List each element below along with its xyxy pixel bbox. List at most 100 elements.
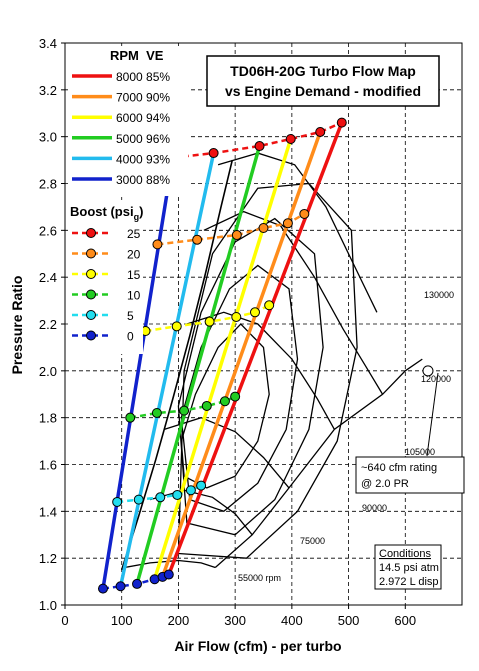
marker-boost-0-3: [132, 578, 143, 589]
x-tick-label-100: 100: [111, 613, 133, 628]
marker-boost-0-6: [163, 569, 174, 580]
boost-legend-header-close: ): [139, 204, 143, 219]
marker-boost-10-5: [219, 396, 230, 407]
marker-boost-0-2: [115, 581, 126, 592]
surge-line: [120, 159, 234, 571]
marker-boost-15-6: [264, 300, 275, 311]
rpm-legend: RPM VE 8000 85% 7000 90% 6000 94% 5000 96% 4…: [68, 46, 188, 196]
conditions-box: [374, 544, 442, 590]
rating-box: [355, 456, 465, 494]
rpm-legend-label-6000: 6000 94%: [116, 111, 170, 125]
axis-ticks: 0 100 200 300 400 500 6001.01.21.41.61.82.02.2…: [39, 36, 416, 628]
x-tick-label-600: 600: [394, 613, 416, 628]
data-markers: [97, 117, 347, 594]
boost-legend-background: [68, 200, 143, 354]
y-tick-label-2-0: 2.0: [39, 364, 57, 379]
y-tick-label-2-6: 2.6: [39, 223, 57, 238]
efficiency-island-2: [180, 264, 299, 513]
marker-boost-5-4: [172, 489, 183, 500]
boost-legend-marker-10: [86, 289, 96, 300]
marker-boost-20-1: [152, 239, 163, 250]
y-tick-label-1-0: 1.0: [39, 598, 57, 613]
marker-boost-25-4: [285, 134, 296, 145]
marker-boost-25-6: [336, 117, 347, 128]
speed-label-55000: 55000 rpm: [238, 573, 281, 583]
y-tick-label-2-4: 2.4: [39, 270, 57, 285]
speed-label-130000: 130000: [424, 290, 454, 300]
boost-legend-label-5: 5: [127, 309, 134, 323]
x-tick-label-200: 200: [168, 613, 190, 628]
conditions-title: Conditions: [379, 548, 431, 560]
boost-legend-label-15: 15: [127, 268, 141, 282]
efficiency-island-3: [177, 217, 324, 536]
rating-point-marker: [422, 365, 434, 377]
boost-legend-marker-5: [86, 310, 96, 320]
rpm-line-4000: [118, 152, 216, 587]
marker-boost-15-4: [231, 311, 242, 322]
chart-title-line1: TD06H-20G Turbo Flow Map: [230, 63, 416, 79]
speed-line-120000: [203, 210, 384, 395]
x-axis-label: Air Flow (cfm) - per turbo: [174, 638, 341, 654]
marker-boost-10-1: [125, 412, 136, 423]
y-tick-label-2-8: 2.8: [39, 177, 57, 192]
marker-boost-5-1: [112, 496, 123, 507]
y-tick-label-3-2: 3.2: [39, 83, 57, 98]
title-box: [206, 55, 440, 107]
speed-line-105000: [186, 311, 335, 430]
choke-line: [214, 358, 423, 568]
boost-legend-label-10: 10: [127, 289, 141, 303]
y-tick-label-1-2: 1.2: [39, 551, 57, 566]
boost-legend-header-main: Boost (psi: [70, 204, 134, 219]
boost-legend-label-20: 20: [127, 248, 141, 262]
rpm-legend-label-3000: 3000 88%: [116, 173, 170, 187]
speed-label-90000: 90000: [362, 503, 387, 513]
rpm-line-5000: [135, 145, 262, 585]
rpm-legend-label-5000: 5000 96%: [116, 132, 170, 146]
speed-line-130000: [217, 152, 378, 313]
boost-legend-marker-20: [86, 248, 96, 259]
boost-legend-label-25: 25: [127, 227, 141, 241]
rpm-legend-header: RPM VE: [110, 48, 164, 63]
rpm-legend-label-7000: 7000 90%: [116, 91, 170, 105]
marker-boost-20-4: [258, 222, 269, 233]
marker-boost-10-4: [201, 400, 212, 411]
rpm-line-3000: [101, 157, 175, 589]
marker-boost-5-5: [185, 485, 196, 496]
marker-boost-25-3: [254, 141, 265, 152]
marker-boost-10-3: [179, 405, 190, 416]
boost-legend-label-0: 0: [127, 330, 134, 344]
boost-legend-marker-25: [86, 228, 96, 238]
rating-text-line1: ~640 cfm rating: [361, 462, 437, 474]
boost-legend-header-sub: g: [134, 212, 140, 222]
rating-pointer: [426, 372, 439, 457]
x-tick-label-300: 300: [224, 613, 246, 628]
rpm-legend-label-4000: 4000 93%: [116, 152, 170, 166]
marker-boost-20-5: [282, 218, 293, 229]
rpm-line-8000: [167, 121, 344, 576]
y-tick-label-3-0: 3.0: [39, 130, 57, 145]
speed-label-75000: 75000: [300, 536, 325, 546]
speed-label-120000: 120000: [421, 374, 451, 384]
marker-boost-25-5: [315, 126, 326, 137]
efficiency-island-4: [177, 182, 358, 559]
y-axis-label: Pressure Ratio: [9, 276, 25, 375]
boost-legend: Boost (psig) 25 20 15 10 5 0: [68, 200, 143, 354]
conditions-line2: 2.972 L disp: [379, 576, 439, 588]
rpm-legend-label-8000: 8000 85%: [116, 70, 170, 84]
marker-boost-5-2: [133, 494, 144, 505]
x-tick-label-0: 0: [61, 613, 68, 628]
marker-boost-20-6: [299, 208, 310, 219]
boost-line-5: [117, 484, 202, 504]
rpm-lines: [101, 121, 344, 589]
rpm-legend-background: [68, 46, 188, 196]
chart-title-line2: vs Engine Demand - modified: [225, 83, 421, 99]
marker-boost-20-2: [192, 234, 203, 245]
marker-boost-10-2: [151, 407, 162, 418]
marker-boost-0-1: [97, 583, 108, 594]
compressor-map: [120, 152, 423, 571]
marker-boost-15-2: [171, 321, 182, 332]
y-tick-label-2-2: 2.2: [39, 317, 57, 332]
speed-line-90000: [164, 417, 290, 489]
marker-boost-15-5: [249, 307, 260, 318]
